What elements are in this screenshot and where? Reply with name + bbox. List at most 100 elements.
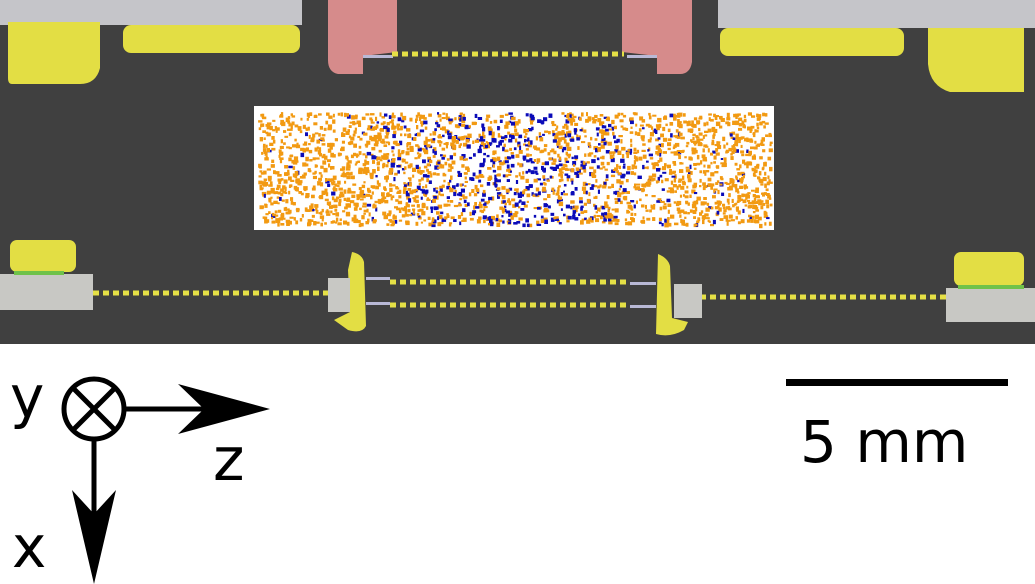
ion-dot-orange: [737, 210, 741, 215]
ion-dot-blue: [521, 201, 526, 205]
ion-dot-orange: [327, 124, 333, 129]
ion-dot-orange: [588, 183, 591, 186]
ion-dot-orange: [312, 172, 316, 175]
ion-dot-orange: [453, 152, 457, 157]
ion-dot-orange: [503, 143, 506, 148]
ion-dot-blue: [458, 172, 462, 177]
ion-dot-orange: [755, 219, 760, 224]
ion-dot-orange: [760, 200, 764, 203]
ion-dot-blue: [530, 161, 535, 164]
ion-dot-orange: [437, 166, 440, 169]
ion-dot-orange: [333, 198, 338, 203]
ion-dot-orange: [514, 138, 518, 143]
ion-dot-orange: [656, 145, 661, 148]
ion-dot-orange: [482, 143, 486, 147]
ion-dot-orange: [383, 186, 386, 190]
ion-dot-orange: [462, 113, 466, 117]
ion-dot-orange: [346, 168, 351, 171]
ion-dot-blue: [538, 135, 542, 138]
ion-dot-orange: [746, 219, 751, 223]
ion-dot-blue: [441, 217, 444, 223]
ion-dot-blue: [492, 161, 496, 165]
ion-dot-orange: [390, 119, 395, 122]
ion-dot-orange: [346, 175, 351, 180]
ion-dot-orange: [757, 176, 760, 180]
ion-dot-orange: [357, 160, 360, 163]
ion-dot-orange: [663, 116, 668, 120]
ion-dot-orange: [601, 134, 604, 139]
ion-dot-orange: [746, 193, 749, 196]
ion-dot-orange: [315, 157, 320, 160]
ion-dot-orange: [608, 128, 613, 131]
ion-dot-orange: [690, 140, 694, 143]
ion-dot-orange: [437, 204, 443, 209]
ion-dot-orange: [652, 130, 655, 134]
ion-dot-orange: [766, 204, 770, 209]
ion-dot-blue: [526, 159, 530, 163]
ion-dot-orange: [262, 130, 266, 133]
ion-dot-orange: [460, 212, 464, 217]
ion-dot-blue: [496, 145, 500, 148]
ion-dot-orange: [612, 153, 615, 157]
ion-dot-orange: [730, 179, 735, 184]
ion-dot-orange: [412, 197, 417, 200]
ion-dot-orange: [726, 219, 731, 222]
ion-dot-orange: [570, 117, 575, 121]
ion-dot-orange: [675, 135, 679, 139]
ion-dot-orange: [311, 214, 315, 218]
ion-dot-orange: [290, 197, 294, 201]
ion-dot-orange: [707, 128, 712, 133]
ion-dot-orange: [363, 212, 366, 215]
ion-dot-orange: [616, 179, 621, 184]
ion-dot-orange: [734, 139, 738, 145]
ion-dot-orange: [358, 145, 362, 149]
ion-dot-blue: [508, 138, 513, 143]
ion-dot-blue: [437, 161, 441, 165]
ion-dot-orange: [308, 149, 313, 154]
ion-dot-orange: [557, 137, 562, 142]
ion-dot-orange: [478, 204, 483, 209]
ion-dot-orange: [740, 171, 745, 174]
ion-dot-blue: [468, 156, 473, 160]
ion-dot-blue: [479, 145, 482, 151]
ion-dot-orange: [340, 112, 344, 117]
ion-dot-orange: [335, 196, 340, 200]
ion-dot-orange: [351, 115, 355, 120]
ion-dot-blue: [531, 192, 534, 196]
ion-dot-blue: [541, 165, 544, 170]
ion-dot-orange: [578, 117, 582, 121]
ion-dot-blue: [657, 176, 660, 182]
ion-dot-orange: [426, 163, 431, 167]
ion-dot-orange: [351, 175, 355, 180]
ion-dot-orange: [499, 114, 504, 118]
ion-dot-orange: [303, 186, 308, 191]
ion-dot-blue: [507, 156, 511, 160]
ion-dot-orange: [332, 154, 336, 158]
ion-dot-orange: [677, 119, 680, 123]
ion-dot-orange: [668, 187, 672, 190]
ion-dot-orange: [420, 221, 423, 224]
ion-dot-orange: [680, 150, 684, 153]
ion-dot-blue: [544, 219, 548, 224]
ion-dot-orange: [392, 214, 396, 217]
ion-dot-orange: [707, 177, 712, 182]
ion-dot-blue: [420, 188, 423, 191]
ion-dot-blue: [433, 195, 437, 199]
ion-dot-orange: [714, 171, 719, 174]
ion-dot-orange: [754, 206, 759, 210]
bottom-left-gray-electrode: [0, 274, 93, 310]
ion-dot-orange: [755, 209, 759, 212]
ion-dot-orange: [719, 125, 723, 129]
ion-dot-orange: [288, 176, 292, 181]
ion-dot-orange: [743, 114, 747, 119]
ion-dot-blue: [475, 206, 480, 209]
ion-dot-orange: [316, 146, 319, 150]
ion-dot-orange: [266, 190, 271, 195]
ion-dot-orange: [582, 161, 586, 165]
ion-dot-orange: [581, 141, 586, 144]
ion-dot-orange: [525, 148, 529, 151]
ion-dot-orange: [329, 178, 332, 183]
ion-dot-orange: [372, 186, 375, 189]
ion-dot-blue: [464, 124, 469, 128]
ion-dot-orange: [569, 112, 572, 115]
